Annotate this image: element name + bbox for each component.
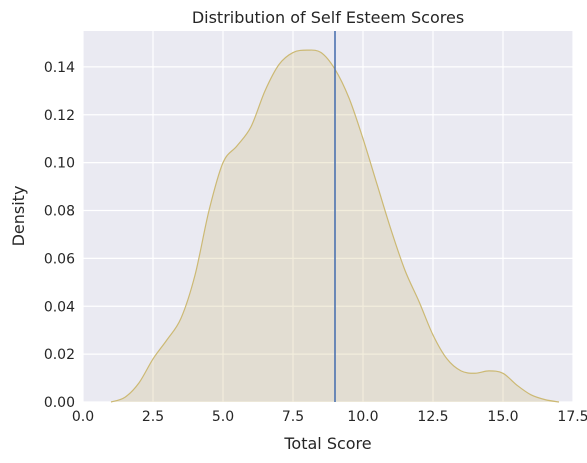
y-axis-label: Density xyxy=(9,186,28,247)
y-tick-label: 0.04 xyxy=(44,299,75,315)
x-tick-labels: 0.0 2.5 5.0 7.5 10.0 12.5 15.0 17.5 xyxy=(72,409,587,425)
x-tick-label: 15.0 xyxy=(487,409,518,425)
y-tick-label: 0.10 xyxy=(44,156,75,172)
x-tick-label: 17.5 xyxy=(557,409,587,425)
chart-title: Distribution of Self Esteem Scores xyxy=(192,8,464,27)
y-tick-label: 0.14 xyxy=(44,60,75,76)
grid-lines xyxy=(82,31,574,403)
y-tick-label: 0.02 xyxy=(44,347,75,363)
x-tick-label: 2.5 xyxy=(142,409,164,425)
x-axis-label: Total Score xyxy=(283,434,371,453)
x-tick-label: 12.5 xyxy=(417,409,448,425)
x-tick-label: 7.5 xyxy=(282,409,304,425)
x-tick-label: 5.0 xyxy=(212,409,234,425)
y-tick-label: 0.00 xyxy=(44,395,75,411)
y-tick-labels: 0.00 0.02 0.04 0.06 0.08 0.10 0.12 0.14 xyxy=(44,60,75,411)
y-tick-label: 0.06 xyxy=(44,251,75,267)
x-tick-label: 0.0 xyxy=(72,409,94,425)
y-tick-label: 0.08 xyxy=(44,204,75,220)
plot-background xyxy=(83,31,573,402)
x-tick-label: 10.0 xyxy=(347,409,378,425)
y-tick-label: 0.12 xyxy=(44,108,75,124)
